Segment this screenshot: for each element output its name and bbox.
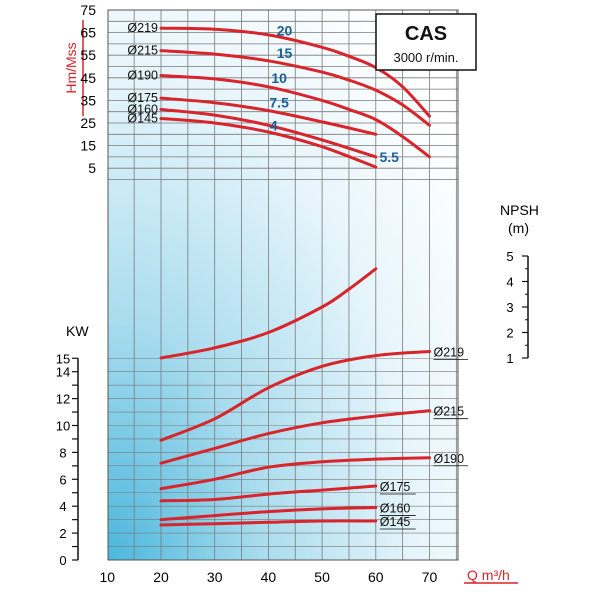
head-curve-label: Ø215 xyxy=(127,44,158,58)
plot-background xyxy=(108,10,458,560)
head-curve-label: Ø175 xyxy=(127,91,158,105)
power-tick-label: 4 xyxy=(59,499,66,514)
power-rating-label: 7.5 xyxy=(269,95,289,111)
tick-labels: 10 20 30 40 50 60 7051525354555657502468101214… xyxy=(56,2,529,585)
head-tick-label: 45 xyxy=(80,70,96,86)
head-tick-label: 65 xyxy=(80,25,96,41)
head-curve xyxy=(159,107,378,159)
head-curve-label: Ø145 xyxy=(127,111,158,125)
head-curve xyxy=(159,116,378,169)
curve-labels: Ø219Ø215Ø190Ø175Ø160Ø1452015107.545.5Ø21… xyxy=(127,21,468,530)
power-rating-label: 20 xyxy=(277,22,293,38)
head-tick-label: 15 xyxy=(80,138,96,154)
x-tick-label: 50 xyxy=(314,569,330,585)
head-tick-label: 75 xyxy=(80,2,96,18)
kw-curve-label: Ø219 xyxy=(434,346,465,360)
kw-curve-label: Ø190 xyxy=(434,452,465,466)
head-curve-label: Ø190 xyxy=(127,69,158,83)
kw-curve xyxy=(159,506,378,522)
power-tick-label: 2 xyxy=(59,526,66,541)
x-tick-label: 60 xyxy=(368,569,384,585)
grid xyxy=(107,9,459,561)
power-tick-label: 6 xyxy=(59,472,66,487)
kw-curve-label: Ø145 xyxy=(380,515,411,529)
power-axis-label: KW xyxy=(66,323,89,339)
npsh-tick-label: 3 xyxy=(506,300,513,315)
plot-frame xyxy=(107,9,459,561)
head-tick-label: 55 xyxy=(80,47,96,63)
npsh-axis-label: NPSH xyxy=(500,202,539,218)
kw-curve-label: Ø160 xyxy=(380,502,411,516)
x-tick-label: 70 xyxy=(422,569,438,585)
npsh-tick-label: 2 xyxy=(506,326,513,341)
head-curve-label: Ø219 xyxy=(127,21,158,35)
kw-curve xyxy=(159,350,431,442)
kw-curve-label: Ø175 xyxy=(380,480,411,494)
power-tick-label: 12 xyxy=(56,392,70,407)
x-axis-label: Q m³/h xyxy=(467,567,510,583)
x-tick-label: 30 xyxy=(207,569,223,585)
head-tick-label: 5 xyxy=(88,160,96,176)
npsh-tick-label: 4 xyxy=(506,275,513,290)
power-tick-label: 10 xyxy=(56,419,70,434)
model-name: CAS xyxy=(405,23,447,45)
power-rating-label: 4 xyxy=(270,117,278,133)
power-tick-label: 0 xyxy=(59,553,66,568)
kw-curve xyxy=(159,484,378,503)
model-box: CAS 3000 r/min. xyxy=(375,13,477,71)
head-curve xyxy=(159,26,431,118)
head-curve xyxy=(159,96,378,136)
kw-curve xyxy=(159,456,431,491)
curves xyxy=(159,26,431,527)
head-tick-label: 25 xyxy=(80,115,96,131)
head-curve-label: Ø160 xyxy=(127,102,158,116)
power-rating-label: 15 xyxy=(277,45,293,61)
kw-curve xyxy=(159,519,378,527)
kw-curve xyxy=(159,409,431,465)
x-tick-label: 40 xyxy=(261,569,277,585)
power-rating-label: 10 xyxy=(271,70,287,86)
x-tick-label: 20 xyxy=(153,569,169,585)
head-axis-label: Hm/Mss xyxy=(63,42,79,93)
head-tick-label: 35 xyxy=(80,92,96,108)
head-curve xyxy=(159,74,431,159)
npsh-curve xyxy=(159,267,378,360)
npsh-axis-unit: (m) xyxy=(508,220,529,236)
npsh-tick-label: 5 xyxy=(506,249,513,264)
head-curve xyxy=(159,49,431,127)
power-tick-label: 15 xyxy=(56,351,70,366)
kw-curve-label: Ø215 xyxy=(434,405,465,419)
power-rating-label: 5.5 xyxy=(379,149,399,165)
x-tick-label: 10 xyxy=(100,569,116,585)
power-tick-label: 14 xyxy=(56,365,70,380)
speed-label: 3000 r/min. xyxy=(393,50,458,65)
power-tick-label: 8 xyxy=(59,445,66,460)
npsh-tick-label: 1 xyxy=(506,351,513,366)
